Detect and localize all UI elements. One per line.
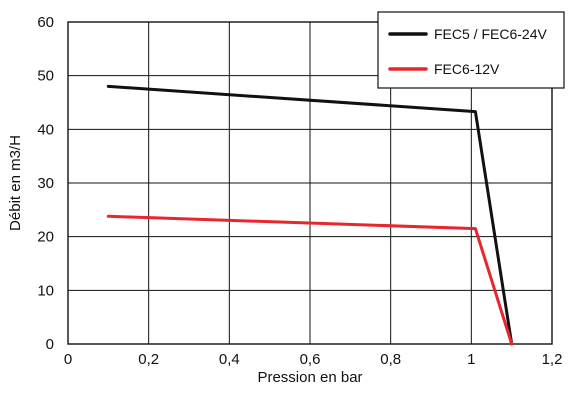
x-axis-title: Pression en bar [257,369,362,386]
x-tick-label: 0,8 [380,351,401,368]
legend: FEC5 / FEC6-24V FEC6-12V [377,11,565,89]
legend-label: FEC6-12V [434,61,500,77]
x-tick-label: 1 [467,351,475,368]
y-axis-title: Débit en m3/H [7,135,24,231]
plot-frame [67,21,553,345]
y-tick-label: 0 [46,336,54,353]
x-tick-label: 1,2 [542,351,563,368]
series-lines [106,84,514,346]
x-tick-label: 0,2 [138,351,159,368]
legend-box [377,11,565,89]
y-tick-label: 20 [37,229,54,246]
y-tick-label: 50 [37,68,54,85]
x-tick-label: 0,6 [300,351,321,368]
y-tick-label: 40 [37,121,54,138]
y-tick-label: 60 [37,14,54,31]
x-tick-label: 0,4 [219,351,240,368]
x-tick-label: 0 [64,351,72,368]
legend-label: FEC5 / FEC6-24V [434,26,547,42]
series-line [106,84,514,346]
series-line [106,214,514,346]
y-tick-label: 30 [37,175,54,192]
y-tick-label: 10 [37,282,54,299]
axes: 0 0,2 0,4 0,6 0,8 1 1,2 0 10 20 30 40 50 60 [37,14,562,368]
